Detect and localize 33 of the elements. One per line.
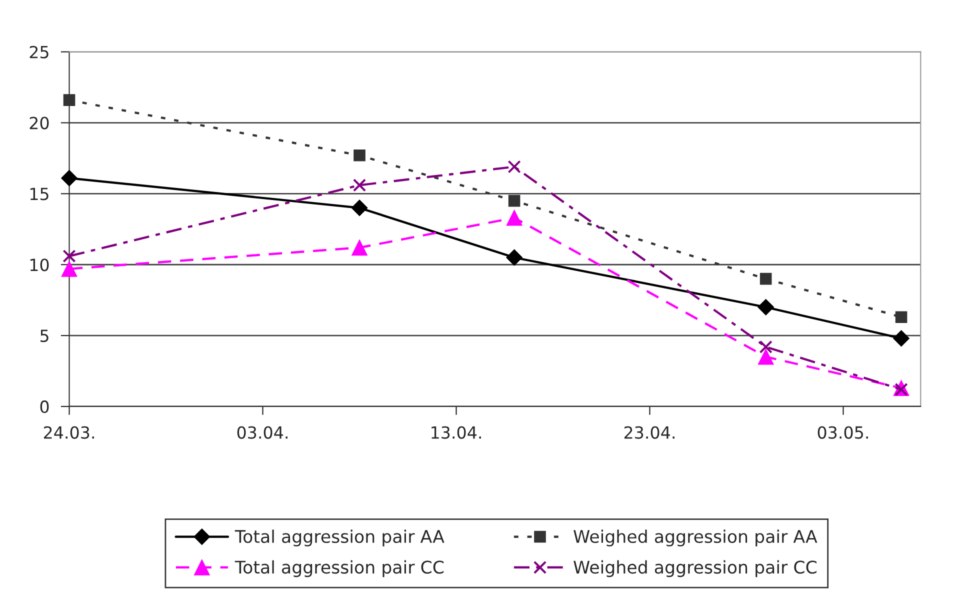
point bbox=[62, 250, 76, 263]
point bbox=[760, 272, 772, 285]
point bbox=[63, 94, 76, 106]
y-tick-label: 25 bbox=[30, 46, 48, 58]
point bbox=[61, 260, 78, 277]
point bbox=[506, 249, 523, 266]
point bbox=[506, 210, 522, 226]
y-tick-label: 15 bbox=[30, 188, 48, 200]
point bbox=[351, 200, 368, 216]
x-tick-label: 23.04. bbox=[624, 426, 674, 439]
y-tick-label: 5 bbox=[40, 330, 48, 342]
y-tick-label: 10 bbox=[30, 258, 49, 272]
point bbox=[758, 298, 774, 316]
point bbox=[895, 311, 908, 324]
legend-label: Total aggression pair CC bbox=[234, 560, 444, 578]
point bbox=[893, 330, 910, 347]
y-tick-label: 0 bbox=[40, 400, 49, 414]
point bbox=[352, 240, 368, 256]
x-tick-label: 24.03. bbox=[44, 426, 94, 439]
point bbox=[352, 178, 366, 192]
x-tick-label: 03.04. bbox=[237, 426, 288, 439]
point bbox=[508, 160, 521, 174]
point bbox=[508, 194, 520, 207]
x-tick-label: 13.04. bbox=[432, 426, 481, 439]
legend-label: Weighed aggression pair CC bbox=[574, 560, 816, 578]
x-tick-label: 03.05. bbox=[818, 426, 868, 439]
y-tick-label: 20 bbox=[30, 116, 49, 130]
point bbox=[354, 149, 366, 162]
point bbox=[759, 340, 772, 354]
point bbox=[61, 170, 78, 186]
legend-label: Total aggression pair AA bbox=[234, 530, 444, 546]
legend-label: Weighed aggression pair AA bbox=[574, 530, 818, 546]
point bbox=[758, 348, 774, 365]
